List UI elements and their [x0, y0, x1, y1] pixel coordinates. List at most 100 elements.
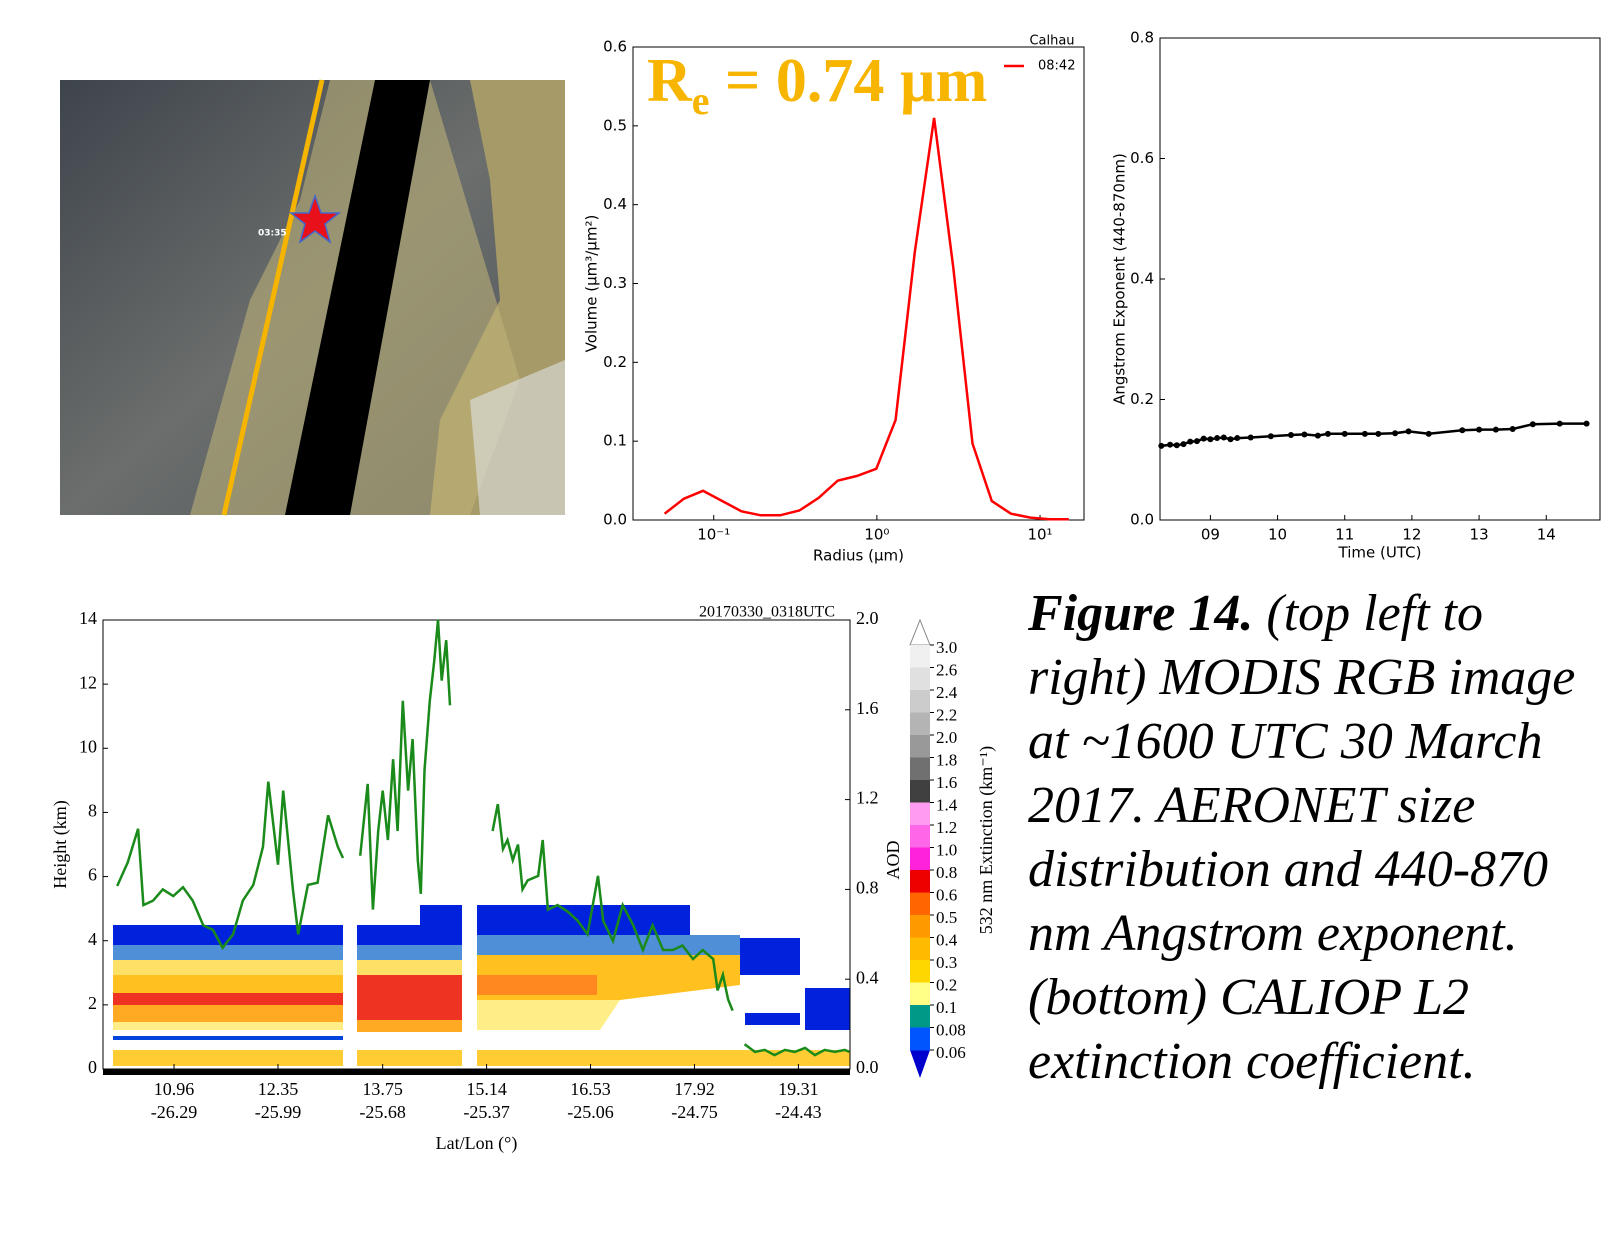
x-tick-label: 16.53: [570, 1079, 611, 1099]
colorbar-label: 0.4: [936, 930, 958, 949]
point: [1341, 430, 1348, 437]
layer: [113, 945, 343, 960]
x-tick-label: 10⁰: [864, 526, 889, 544]
colorbar-label: 0.3: [936, 953, 957, 972]
layer: [113, 1022, 343, 1030]
layer: [113, 925, 343, 945]
point: [1492, 426, 1499, 433]
point: [1314, 432, 1321, 439]
colorbar-box: [910, 712, 930, 736]
y-tick-label: 0.2: [603, 353, 627, 371]
colorbar-box: [910, 1005, 930, 1028]
y-tick-label: 8: [88, 801, 97, 821]
x-tick-label: 10.96: [154, 1079, 195, 1099]
colorbar-box: [910, 960, 930, 983]
x-tick-label: 10¹: [1027, 526, 1052, 544]
point: [1227, 436, 1234, 443]
point: [1234, 435, 1241, 442]
layer: [113, 960, 343, 975]
y2-tick-label: 1.2: [856, 788, 879, 808]
x-tick-label-lon: -24.75: [671, 1102, 718, 1122]
caption-text: (top left to right) MODIS RGB image at ~…: [1028, 585, 1576, 1090]
point: [1583, 420, 1590, 427]
colorbar-label: 3.0: [936, 638, 957, 657]
x-tick-label: 12.35: [258, 1079, 299, 1099]
x-axis-label: Radius (µm): [813, 547, 904, 565]
point: [1361, 430, 1368, 437]
layer: [357, 975, 462, 1020]
colorbar-box: [910, 870, 930, 893]
layer: [357, 1050, 462, 1066]
layer: [357, 925, 462, 945]
colorbar-box: [910, 667, 930, 691]
y-tick-label: 0.4: [603, 195, 627, 213]
y-tick-label: 0.6: [603, 38, 627, 56]
cloud: [470, 360, 565, 515]
annotation-text: = 0.74 µm: [710, 47, 988, 115]
annotation-subscript: e: [692, 78, 710, 123]
x-tick-label: 13: [1470, 526, 1489, 544]
caption: Figure 14. (top left to right) MODIS RGB…: [1028, 582, 1606, 1094]
colorbar-label: 0.08: [936, 1020, 966, 1039]
point: [1392, 430, 1399, 437]
layer: [745, 1013, 800, 1025]
point: [1173, 442, 1180, 449]
colorbar-box: [910, 915, 930, 938]
colorbar-box: [910, 937, 930, 961]
layer: [357, 1020, 462, 1032]
x-tick-label-lon: -25.99: [255, 1102, 302, 1122]
data-gap: [285, 80, 430, 515]
y2-tick-label: 1.6: [856, 698, 879, 718]
y-tick-label: 0: [88, 1057, 97, 1077]
x-tick-label-lon: -25.68: [359, 1102, 406, 1122]
layer: [420, 905, 462, 925]
y-tick-label: 0.0: [603, 511, 627, 529]
colorbar-box: [910, 982, 930, 1006]
point: [1267, 433, 1274, 440]
layer: [477, 1000, 620, 1030]
x-axis-label: Time (UTC): [1338, 544, 1422, 562]
colorbar-label: 0.8: [936, 863, 957, 882]
calipso-track: [221, 79, 325, 516]
annotation: Re = 0.74 µm: [647, 47, 987, 123]
annotation: 20170330_0318UTC: [699, 604, 835, 621]
y2-axis-label: AOD: [883, 841, 903, 880]
colorbar-box: [910, 892, 930, 916]
surface: [103, 1069, 850, 1075]
point: [1529, 421, 1536, 428]
site-star: [288, 193, 342, 244]
point: [1476, 426, 1483, 433]
series-line: [116, 619, 850, 1057]
x-tick-label: 10⁻¹: [697, 526, 730, 544]
y2-tick-label: 2.0: [856, 608, 879, 628]
point: [1509, 426, 1516, 433]
colorbar-label: 1.8: [936, 750, 957, 769]
colorbar-label: 2.2: [936, 705, 957, 724]
x-tick-label: 10: [1268, 526, 1287, 544]
colorbar-box: [910, 825, 930, 848]
point: [1301, 431, 1308, 438]
colorbar-box: [910, 847, 930, 871]
point: [1287, 432, 1294, 439]
y-tick-label: 0.0: [1130, 511, 1154, 529]
colorbar-label: 0.2: [936, 975, 957, 994]
point: [1220, 434, 1227, 441]
colorbar-label: 2.0: [936, 728, 957, 747]
satellite-image: 03:35: [60, 79, 565, 516]
layer: [113, 1050, 343, 1066]
y-axis-label: Volume (µm³/µm²): [583, 215, 601, 353]
time-label: 03:35: [258, 229, 287, 239]
y-tick-label: 10: [79, 736, 97, 756]
colorbar-title: 532 nm Extinction (km⁻¹): [976, 746, 997, 934]
point: [1187, 438, 1194, 445]
layer: [740, 938, 800, 975]
colorbar-extend: [909, 618, 931, 646]
colorbar-label: 2.4: [936, 683, 958, 702]
colorbar-box: [910, 735, 930, 758]
colorbar-label: 0.6: [936, 885, 957, 904]
x-tick-label: 15.14: [466, 1079, 507, 1099]
layer: [477, 975, 597, 995]
x-tick-label: 12: [1402, 526, 1421, 544]
